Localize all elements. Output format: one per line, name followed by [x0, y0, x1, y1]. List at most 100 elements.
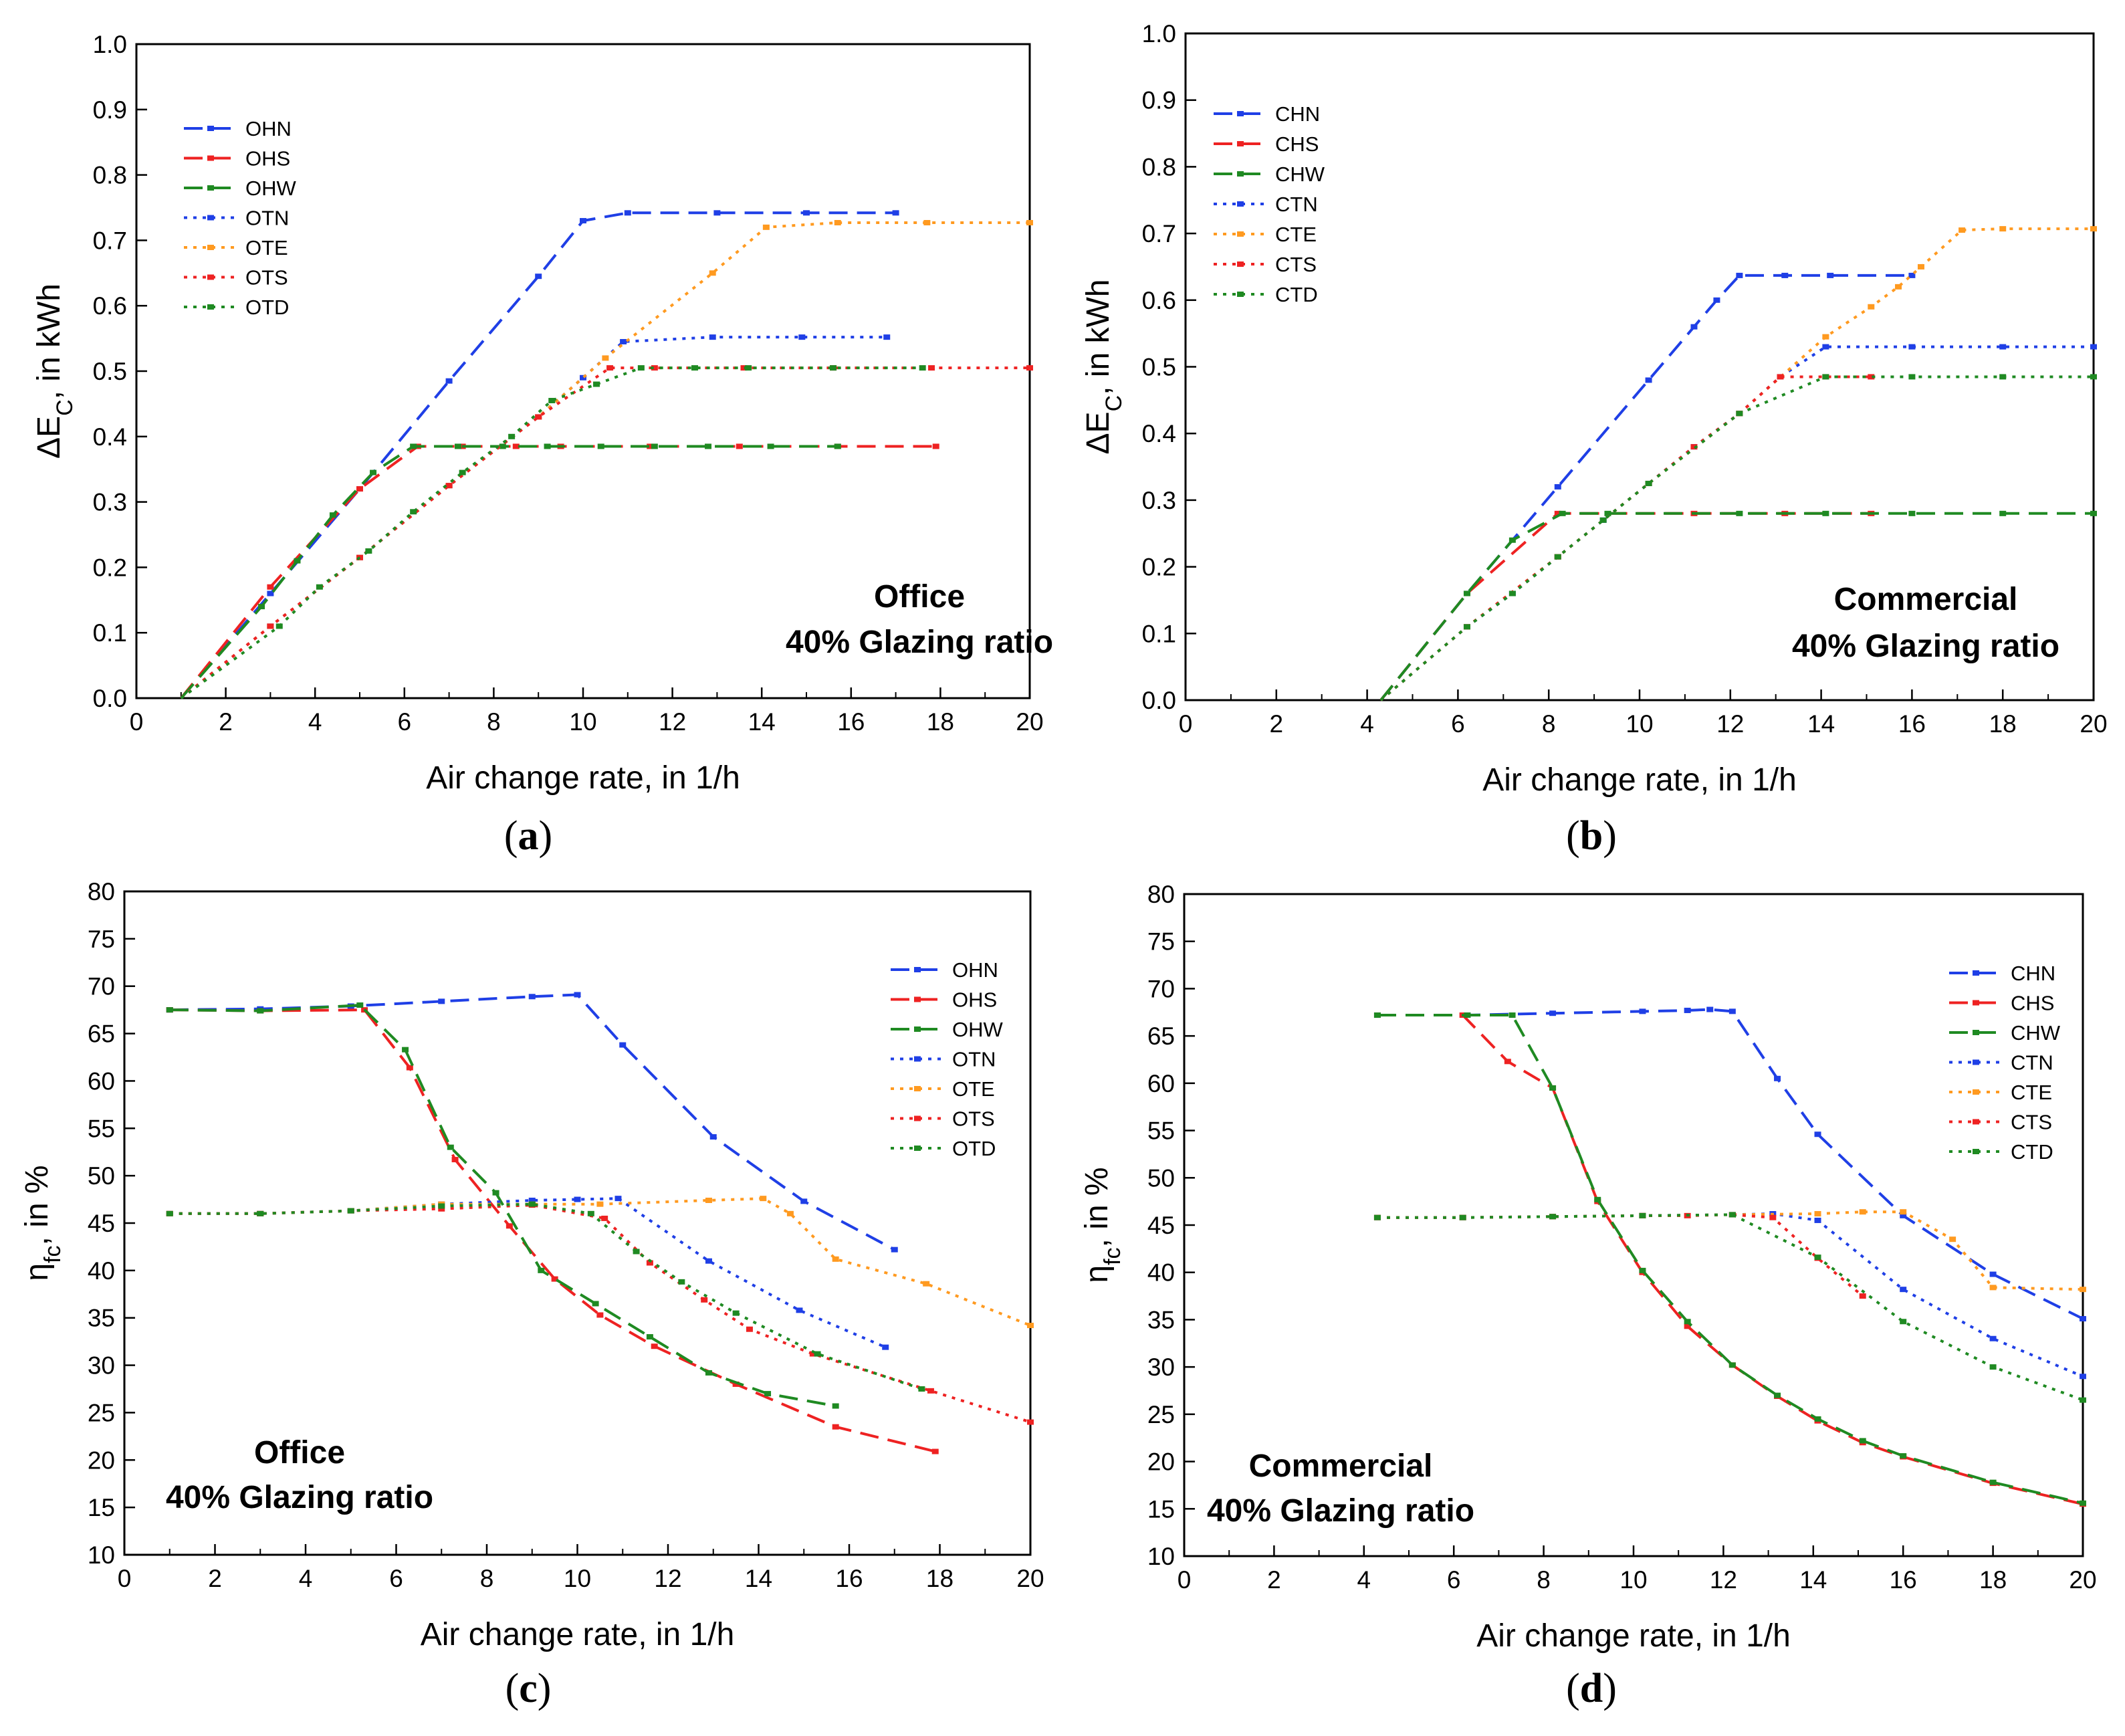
data-point-ctd [1599, 517, 1607, 523]
data-point-ote [762, 224, 770, 230]
series-line-chn [1377, 1008, 2084, 1320]
x-tick-label: 20 [1016, 708, 1043, 736]
y-tick-label: 55 [88, 1115, 115, 1142]
y-tick-label: 55 [1147, 1117, 1175, 1145]
data-point-cts [1859, 1293, 1866, 1299]
data-point-otd [166, 1210, 173, 1216]
data-point-otd [365, 548, 372, 554]
data-point-ohn [580, 218, 586, 224]
panel-letter: b [1580, 813, 1603, 859]
data-point-chn [1645, 377, 1652, 383]
data-point-otd [587, 1210, 594, 1216]
data-point-chw [1604, 510, 1611, 516]
data-point-ctn [1900, 1287, 1907, 1293]
data-point-chn [2080, 1316, 2086, 1322]
y-tick-label: 0.3 [93, 489, 127, 516]
data-point-ohw [410, 443, 417, 449]
y-axis-label: ΔEC, in kWh [1081, 279, 1127, 454]
panel-label: (d) [1566, 1666, 1617, 1711]
data-point-ctn [1989, 1335, 1997, 1341]
x-tick-label: 6 [398, 708, 412, 736]
legend-marker [914, 1056, 921, 1062]
data-point-chw [1684, 1319, 1691, 1325]
data-point-ote [596, 1201, 604, 1207]
data-point-ctd [1554, 554, 1561, 560]
legend-marker [1237, 141, 1244, 146]
x-tick-label: 8 [487, 708, 501, 736]
y-tick-label: 30 [1147, 1353, 1175, 1381]
legend-marker [914, 1115, 921, 1121]
series-line-ohs [169, 1008, 936, 1453]
data-point-ots [651, 365, 658, 371]
data-point-ctn [1822, 344, 1829, 350]
data-point-ote [709, 270, 716, 276]
data-point-ots [928, 365, 935, 371]
x-axis-label: Air change rate, in 1/h [426, 760, 740, 796]
y-tick-label: 60 [1147, 1070, 1175, 1097]
x-tick-label: 16 [1898, 710, 1926, 738]
y-tick-label: 65 [88, 1020, 115, 1048]
legend-label-chw: CHW [1275, 162, 1325, 186]
data-point-chw [1774, 1392, 1781, 1398]
chart-panel-d: 0 2 4 6 8 10 12 14 16 18 20 10 15 20 25 30 35 40 45 50 55 60 6… [1079, 881, 2097, 1711]
legend-label-ctn: CTN [1275, 193, 1318, 216]
data-point-ohw [454, 443, 461, 449]
data-point-ohs [736, 443, 743, 449]
data-point-ots [809, 1351, 816, 1357]
y-tick-label: 60 [88, 1067, 115, 1095]
data-point-chw [2080, 1500, 2086, 1506]
data-point-otn [580, 374, 586, 381]
legend-label-ohw: OHW [245, 177, 297, 200]
data-point-ctn [2080, 1374, 2086, 1380]
y-tick-label: 25 [1147, 1401, 1175, 1428]
data-point-ohs [931, 1448, 939, 1454]
data-point-ohw [538, 1267, 545, 1273]
legend-marker [1973, 1030, 1979, 1035]
x-tick-label: 4 [1357, 1566, 1371, 1594]
legend-marker [1973, 970, 1979, 976]
data-point-ctd [1508, 590, 1516, 596]
legend-label-otn: OTN [952, 1048, 996, 1071]
y-tick-label: 0.0 [93, 685, 127, 712]
y-tick-label: 15 [88, 1494, 115, 1521]
y-axis-label-sub: C [1101, 395, 1127, 412]
x-tick-label: 10 [1619, 1566, 1647, 1594]
series-line-cts [1377, 1213, 1864, 1297]
y-tick-label: 1.0 [93, 31, 127, 58]
data-point-ote [832, 1256, 839, 1262]
legend-label-ctd: CTD [1275, 283, 1318, 306]
data-point-cte [2090, 226, 2097, 232]
y-tick-label: 40 [1147, 1259, 1175, 1287]
x-tick-label: 2 [208, 1565, 222, 1592]
x-tick-label: 12 [1716, 710, 1744, 738]
legend-marker [1237, 171, 1244, 177]
data-point-ohs [356, 486, 363, 492]
data-point-ohw [294, 558, 301, 564]
x-tick-label: 10 [564, 1565, 591, 1592]
x-tick-label: 18 [926, 1565, 954, 1592]
y-axis-label: ηfc, in % [19, 1165, 66, 1281]
y-axis-label-sub: fc [40, 1245, 66, 1263]
data-point-ohw [447, 1144, 454, 1150]
data-point-ctd [1463, 624, 1470, 630]
y-tick-label: 0.6 [1142, 287, 1176, 314]
data-point-chn [1549, 1010, 1557, 1016]
data-point-ote [1027, 1323, 1034, 1329]
y-tick-label: 70 [1147, 975, 1175, 1002]
legend-marker [207, 185, 214, 191]
data-point-otd [814, 1351, 821, 1357]
x-tick-label: 0 [1179, 710, 1193, 738]
data-point-otd [918, 1386, 925, 1392]
x-tick-label: 6 [389, 1565, 403, 1592]
data-point-otn [705, 1258, 712, 1264]
legend-marker [1237, 231, 1244, 237]
y-tick-label: 0.8 [1142, 153, 1176, 181]
legend-marker [207, 245, 214, 250]
data-point-otd [438, 1203, 445, 1209]
panel-label: (c) [506, 1666, 552, 1711]
data-point-chw [1999, 510, 2007, 516]
data-point-ohw [767, 443, 774, 449]
data-point-otd [593, 381, 600, 387]
data-point-otn [614, 1196, 622, 1202]
building-type-annotation: Commercial [1249, 1448, 1433, 1484]
